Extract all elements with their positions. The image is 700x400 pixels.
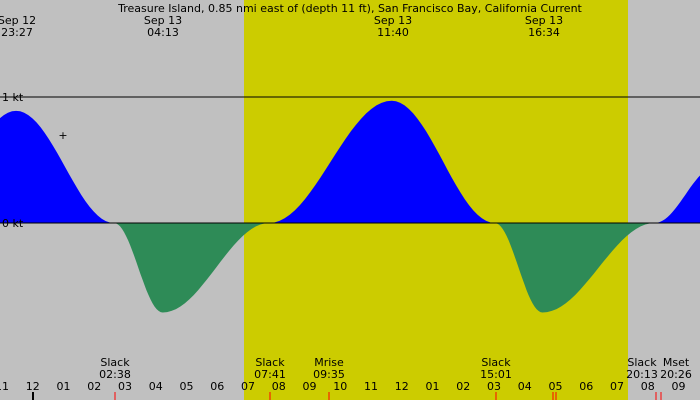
hour-tick-label: 05 (549, 380, 563, 393)
hour-tick-label: 09 (303, 380, 317, 393)
hour-tick-label: 02 (87, 380, 101, 393)
event-time-4: 15:01 (480, 368, 512, 381)
hour-tick-label: 08 (272, 380, 286, 393)
event-label-5: Slack (627, 356, 657, 369)
hour-tick-label: 03 (487, 380, 501, 393)
hour-tick-label: 04 (518, 380, 532, 393)
event-label-3: Mrise (314, 356, 344, 369)
y-tick-label-1: 1 kt (2, 91, 24, 104)
current-curve (0, 100, 700, 313)
hour-tick-label: 10 (333, 380, 347, 393)
hour-tick-label: 02 (456, 380, 470, 393)
extremum-date-2: Sep 13 (144, 14, 182, 27)
event-label-1: Slack (100, 356, 130, 369)
flood-lobe-3 (274, 100, 495, 223)
event-label-6: Mset (663, 356, 690, 369)
flood-lobe-1 (0, 110, 114, 223)
extremum-date-3: Sep 13 (374, 14, 412, 27)
hour-tick-label: 03 (118, 380, 132, 393)
hour-tick-label: 01 (426, 380, 440, 393)
event-time-3: 09:35 (313, 368, 345, 381)
hour-axis: 11 12 01 02 03 04 05 06 07 08 09 10 11 12 01 02 03 04 05 06… (0, 380, 686, 393)
hour-tick-label: 11 (0, 380, 9, 393)
extremum-date-1: Sep 12 (0, 14, 36, 27)
plus-marker: + (58, 129, 67, 142)
extremum-time-1: 23:27 (1, 26, 33, 39)
event-time-5: 20:13 (626, 368, 658, 381)
event-markers (32, 392, 662, 400)
hour-tick-label: 12 (395, 380, 409, 393)
hour-tick-label: 09 (672, 380, 686, 393)
extremum-date-4: Sep 13 (525, 14, 563, 27)
hour-tick-label: 07 (241, 380, 255, 393)
event-label-4: Slack (481, 356, 511, 369)
flood-lobe-5 (657, 175, 700, 223)
ebb-lobe-4 (496, 223, 655, 313)
event-label-2: Slack (255, 356, 285, 369)
event-time-2: 07:41 (254, 368, 286, 381)
event-time-1: 02:38 (99, 368, 131, 381)
hour-tick-label: 01 (57, 380, 71, 393)
hour-tick-label: 06 (210, 380, 224, 393)
event-time-6: 20:26 (660, 368, 692, 381)
y-tick-label-0: 0 kt (2, 217, 24, 230)
hour-tick-label: 07 (610, 380, 624, 393)
extremum-time-4: 16:34 (528, 26, 560, 39)
ebb-lobe-2 (116, 223, 270, 313)
hour-tick-label: 05 (180, 380, 194, 393)
hour-tick-label: 11 (364, 380, 378, 393)
extremum-time-3: 11:40 (377, 26, 409, 39)
hour-tick-label: 12 (26, 380, 40, 393)
hour-tick-label: 04 (149, 380, 163, 393)
hour-tick-label: 06 (579, 380, 593, 393)
chart-title: Treasure Island, 0.85 nmi east of (depth… (117, 2, 582, 15)
hour-tick-label: 08 (641, 380, 655, 393)
extremum-time-2: 04:13 (147, 26, 179, 39)
